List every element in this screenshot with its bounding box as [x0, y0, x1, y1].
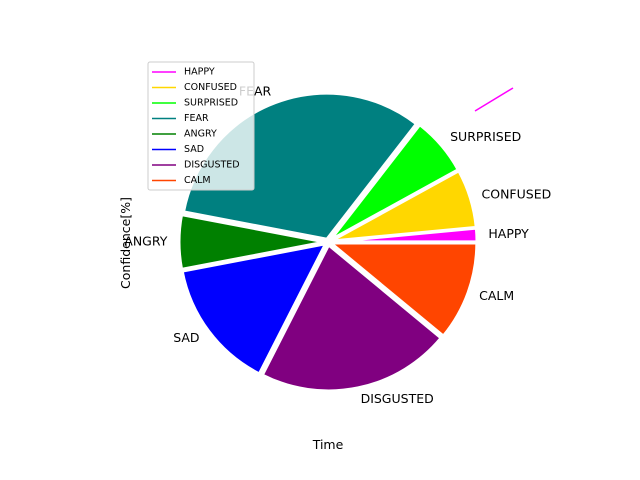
pie-slice-disgusted: [260, 243, 443, 393]
slice-label-calm: CALM: [479, 288, 514, 303]
happy-series-line: [474, 87, 514, 112]
legend-label-happy: HAPPY: [184, 67, 215, 78]
pie-slice-sad: [180, 242, 328, 376]
legend-label-disgusted: DISGUSTED: [184, 160, 240, 171]
slice-label-disgusted: DISGUSTED: [361, 391, 434, 406]
legend-label-angry: ANGRY: [184, 129, 217, 140]
legend-label-surprised: SURPRISED: [184, 98, 238, 109]
legend: HAPPY CONFUSED SURPRISED FEAR ANGRY SAD DISGUS…: [147, 61, 255, 191]
legend-label-sad: SAD: [184, 144, 204, 155]
pie-slice-angry: [177, 213, 327, 271]
slice-label-confused: CONFUSED: [482, 186, 552, 201]
legend-frame: [147, 61, 255, 191]
slice-label-sad: SAD: [173, 330, 199, 345]
pie-slice-calm: [329, 241, 479, 338]
y-axis-label: Confidence[%]: [118, 197, 133, 289]
legend-label-calm: CALM: [184, 175, 211, 186]
x-axis-label: Time: [312, 437, 344, 452]
legend-label-confused: CONFUSED: [184, 82, 237, 93]
slice-label-surprised: SURPRISED: [450, 129, 521, 144]
pie-slice-surprised: [328, 123, 460, 242]
slice-label-angry: ANGRY: [124, 234, 167, 249]
slice-label-happy: HAPPY: [488, 226, 529, 241]
legend-label-fear: FEAR: [184, 113, 209, 124]
